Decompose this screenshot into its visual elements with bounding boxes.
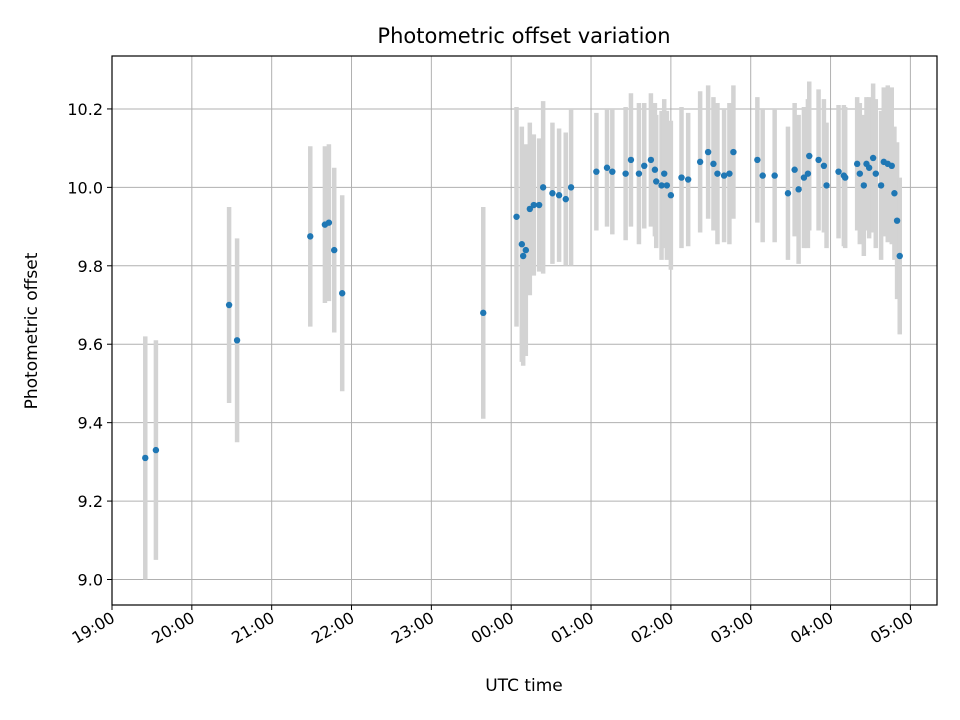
data-point bbox=[856, 170, 864, 177]
y-tick-label: 9.6 bbox=[78, 335, 103, 354]
data-point bbox=[815, 156, 822, 164]
data-point bbox=[759, 172, 766, 179]
data-point bbox=[784, 190, 792, 197]
data-point bbox=[603, 164, 611, 171]
data-point bbox=[872, 170, 879, 177]
data-point bbox=[651, 166, 659, 173]
data-point bbox=[142, 454, 149, 462]
data-point bbox=[609, 168, 616, 175]
data-point bbox=[526, 205, 534, 213]
data-point bbox=[641, 162, 648, 169]
data-point bbox=[549, 190, 556, 197]
y-tick-label: 9.8 bbox=[78, 257, 103, 276]
data-point bbox=[539, 184, 547, 191]
data-point bbox=[704, 148, 712, 156]
data-point bbox=[860, 182, 868, 189]
data-point bbox=[771, 172, 778, 179]
data-point bbox=[562, 195, 569, 203]
data-point bbox=[152, 446, 160, 454]
data-point bbox=[325, 219, 333, 226]
data-point bbox=[627, 156, 635, 164]
data-point bbox=[513, 213, 520, 220]
chart-title: Photometric offset variation bbox=[377, 24, 670, 48]
data-point bbox=[518, 241, 526, 248]
data-point bbox=[795, 186, 802, 193]
y-tick-label: 9.2 bbox=[78, 492, 103, 511]
data-point bbox=[754, 156, 761, 164]
data-point bbox=[307, 233, 314, 240]
data-point bbox=[804, 170, 812, 177]
y-tick-label: 9.0 bbox=[78, 571, 103, 590]
data-point bbox=[233, 337, 241, 344]
data-point bbox=[853, 160, 861, 168]
data-point bbox=[663, 182, 671, 189]
data-point bbox=[522, 246, 530, 254]
data-points bbox=[142, 148, 903, 462]
data-point bbox=[835, 168, 842, 175]
data-point bbox=[888, 162, 895, 169]
data-point bbox=[823, 182, 830, 189]
data-point bbox=[535, 201, 543, 209]
data-point bbox=[714, 170, 721, 177]
data-point bbox=[891, 190, 898, 197]
data-point bbox=[806, 152, 813, 160]
y-tick-label: 10.0 bbox=[67, 178, 103, 197]
data-point bbox=[653, 178, 660, 185]
data-point bbox=[635, 170, 643, 177]
data-point bbox=[678, 174, 685, 181]
data-point bbox=[710, 160, 717, 168]
data-point bbox=[555, 192, 563, 199]
data-point bbox=[339, 290, 346, 297]
data-point bbox=[480, 309, 487, 317]
data-point bbox=[893, 217, 901, 224]
data-point bbox=[519, 252, 527, 260]
data-point bbox=[720, 172, 728, 179]
data-point bbox=[841, 174, 849, 181]
data-point bbox=[696, 158, 704, 166]
data-point bbox=[800, 174, 808, 181]
data-point bbox=[730, 148, 737, 156]
y-axis-title: Photometric offset bbox=[22, 252, 42, 409]
data-point bbox=[865, 164, 873, 171]
y-tick-label: 9.4 bbox=[78, 414, 103, 433]
data-point bbox=[661, 170, 668, 177]
data-point bbox=[530, 201, 538, 209]
data-point bbox=[820, 162, 828, 169]
data-point bbox=[869, 154, 877, 162]
data-point bbox=[593, 168, 600, 175]
plot-frame bbox=[111, 55, 938, 606]
data-point bbox=[684, 176, 692, 183]
data-point bbox=[647, 156, 655, 164]
data-point bbox=[567, 184, 575, 191]
data-point bbox=[726, 170, 733, 177]
y-tick-label: 10.2 bbox=[67, 100, 103, 119]
x-axis-title: UTC time bbox=[485, 676, 563, 696]
data-point bbox=[877, 182, 885, 189]
data-point bbox=[331, 246, 338, 254]
data-point bbox=[225, 301, 233, 309]
data-point bbox=[791, 166, 798, 173]
data-point bbox=[658, 182, 665, 189]
y-axis-ticks: 9.0 9.2 9.4 9.6 9.8 10.0 10.2 bbox=[67, 100, 112, 590]
data-point bbox=[896, 252, 903, 260]
data-point bbox=[667, 192, 675, 199]
data-point bbox=[622, 170, 629, 177]
